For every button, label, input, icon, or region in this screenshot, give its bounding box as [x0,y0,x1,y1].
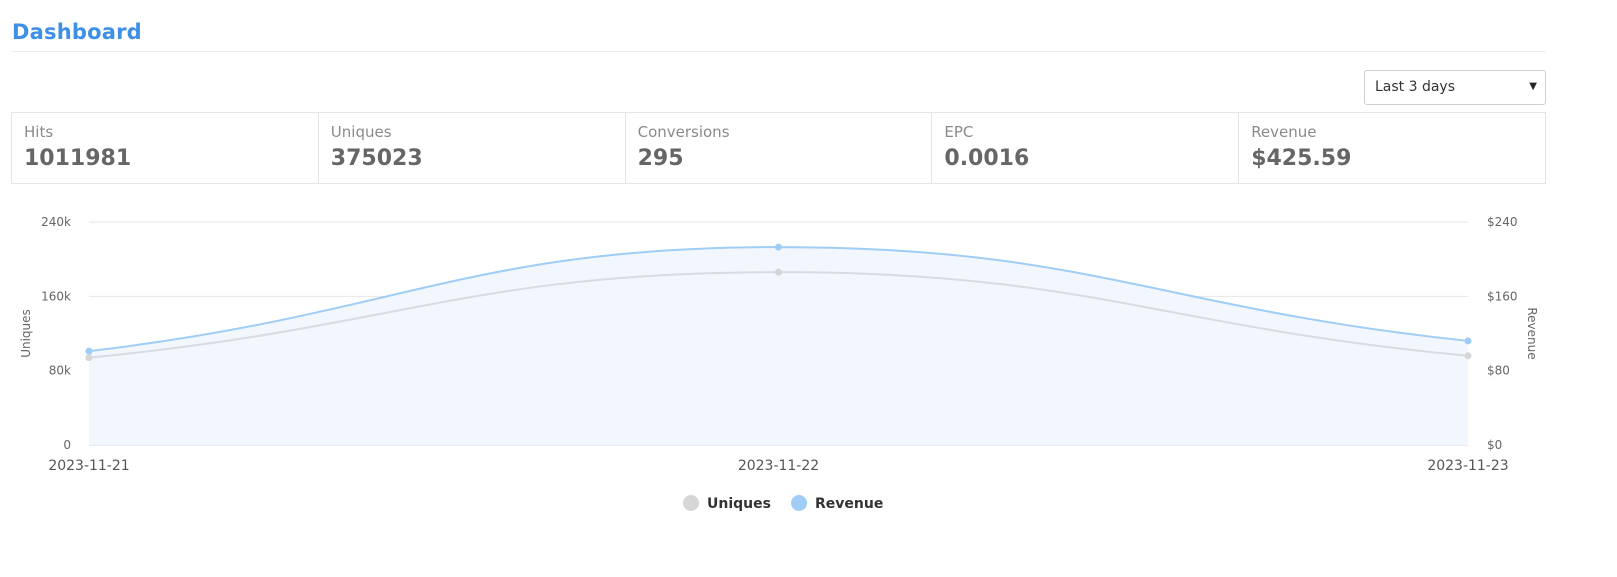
y-tick-label: 240k [41,215,71,229]
x-tick-label: 2023-11-22 [738,458,819,474]
x-tick-label: 2023-11-21 [48,458,129,474]
page-title: Dashboard [12,20,142,44]
title-divider [12,51,1546,52]
stat-label: EPC [944,123,974,141]
stat-label: Revenue [1251,123,1317,141]
y-tick-label: 0 [63,438,71,452]
y-right-tick-label: $80 [1487,364,1510,378]
data-point-revenue[interactable] [1464,337,1472,345]
stat-epc: EPC 0.0016 [932,113,1240,183]
uniques-revenue-chart: 0 $0 80k $80 160k $160 240k $240 Uniques Revenue 2… [19,215,1539,512]
stat-value: 1011981 [24,146,132,171]
stat-uniques: Uniques 375023 [319,113,626,183]
stat-label: Hits [24,123,54,141]
stat-label: Conversions [637,123,730,141]
legend-label-uniques[interactable]: Uniques [707,496,771,512]
stat-value: 295 [637,146,684,171]
stat-value: $425.59 [1251,146,1352,171]
y-tick-label: 80k [49,364,71,378]
data-point-uniques[interactable] [775,268,782,276]
data-point-uniques[interactable] [85,354,93,362]
y-right-axis-title: Revenue [1525,307,1539,359]
stat-conversions: Conversions 295 [626,113,933,183]
stat-label: Uniques [330,123,392,141]
stat-value: 0.0016 [944,146,1030,171]
legend-label-revenue[interactable]: Revenue [815,496,883,512]
y-right-tick-label: $240 [1487,215,1518,229]
legend-swatch-uniques[interactable] [683,495,699,511]
caret-down-icon: ▼ [1529,81,1537,92]
date-range-selected-value: Last 3 days [1375,79,1456,95]
legend-swatch-revenue[interactable] [791,495,807,511]
stat-value: 375023 [330,146,423,171]
y-axis-title: Uniques [19,309,33,358]
data-point-revenue[interactable] [775,243,782,251]
revenue-area [89,247,1468,445]
stats-panel: Hits 1011981 Uniques 375023 Conversions … [11,112,1546,184]
y-tick-label: 160k [41,289,71,303]
y-right-tick-label: $0 [1487,438,1502,452]
x-tick-label: 2023-11-23 [1427,458,1508,474]
stat-revenue: Revenue $425.59 [1239,113,1545,183]
y-right-tick-label: $160 [1487,289,1518,303]
date-range-select[interactable]: Last 3 days ▼ [1364,70,1546,105]
data-point-revenue[interactable] [85,347,93,355]
data-point-uniques[interactable] [1464,352,1472,360]
stat-hits: Hits 1011981 [12,113,319,183]
